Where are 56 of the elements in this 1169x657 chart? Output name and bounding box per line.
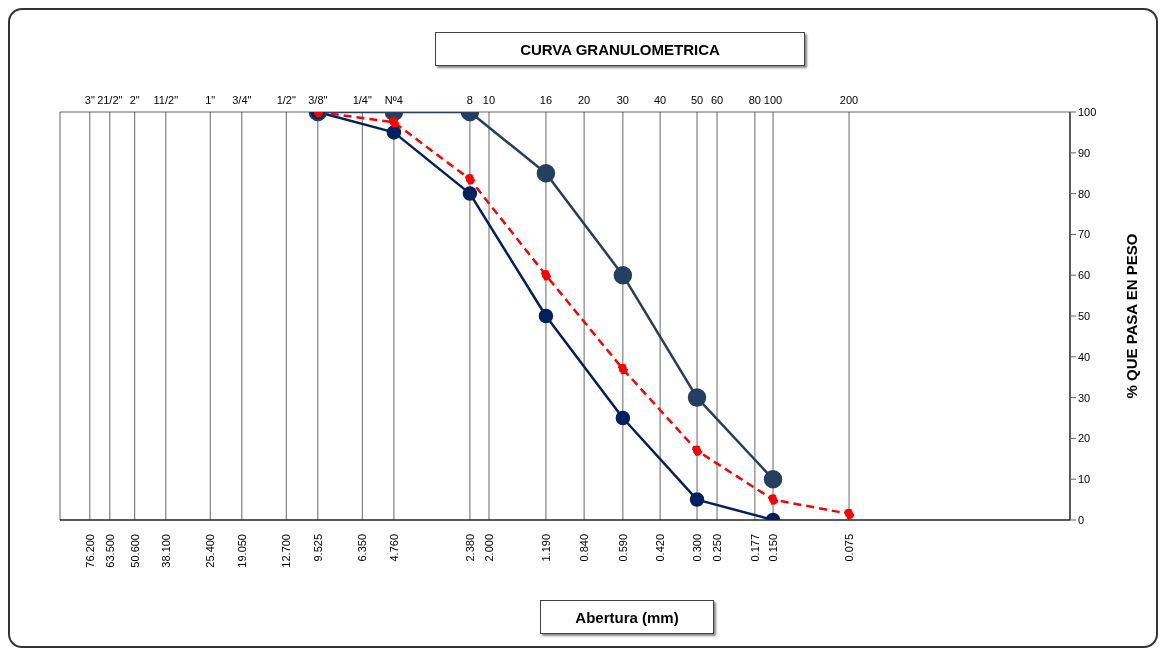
y-tick-label: 50	[1078, 309, 1091, 322]
text: 10	[482, 94, 496, 106]
text: 16	[539, 94, 553, 106]
y-tick-label: 30	[1078, 391, 1091, 404]
x-tick-label: 0.177	[748, 534, 761, 562]
x-tick-label: 0.420	[654, 534, 667, 562]
x-tick-label: 2.380	[463, 534, 476, 562]
text: 1/2"	[276, 94, 296, 106]
x-axis-title: Abertura (mm)	[540, 600, 714, 634]
y-tick-label: 60	[1078, 269, 1091, 282]
text: 2"	[129, 94, 140, 106]
y-tick-label: 20	[1078, 432, 1091, 445]
x-tick-label: 38.100	[159, 534, 172, 568]
x-tick-label: 76.200	[83, 534, 96, 568]
x-tick-label: 25.400	[204, 534, 217, 568]
text: 80	[748, 94, 762, 106]
y-tick-label: 80	[1078, 187, 1091, 200]
text: 40	[654, 94, 667, 106]
text: 3/8"	[308, 94, 328, 106]
text: 8	[466, 94, 473, 106]
x-tick-label: 19.050	[235, 534, 248, 568]
x-tick-label: 2.000	[482, 534, 495, 562]
x-tick-label: 0.250	[711, 534, 724, 562]
text: 20	[577, 94, 591, 106]
y-axis-title: % QUE PASA EN PESO	[1123, 233, 1141, 399]
x-tick-label: 63.500	[103, 534, 116, 568]
x-tick-label: 50.600	[128, 534, 141, 568]
x-tick-label: 1.190	[539, 534, 552, 562]
text: 100	[763, 94, 783, 106]
x-tick-label: 0.300	[691, 534, 704, 562]
text: 30	[616, 94, 629, 106]
text: 50	[690, 94, 704, 106]
text: 60	[710, 94, 724, 106]
y-tick-label: 90	[1078, 146, 1091, 159]
text: Nº4	[384, 94, 403, 106]
x-tick-label: 0.075	[843, 534, 856, 562]
text: 21/2"	[97, 94, 123, 106]
y-tick-label: 10	[1078, 473, 1091, 486]
x-tick-label: 4.760	[387, 534, 400, 562]
text: 3"	[84, 94, 95, 106]
text: 1/4"	[352, 94, 372, 106]
chart-title: CURVA GRANULOMETRICA	[435, 32, 805, 66]
y-tick-label: 0	[1078, 513, 1085, 526]
y-tick-label: 100	[1078, 105, 1097, 118]
x-tick-label: 9.525	[311, 534, 324, 562]
y-tick-label: 40	[1078, 350, 1091, 363]
y-tick-label: 70	[1078, 228, 1091, 241]
text: 200	[839, 94, 859, 106]
text: 11/2"	[153, 94, 179, 106]
x-tick-label: 0.840	[578, 534, 591, 562]
x-tick-label: 0.150	[767, 534, 780, 562]
text: 3/4"	[232, 94, 252, 106]
x-tick-label: 12.700	[280, 534, 293, 568]
x-tick-label: 6.350	[356, 534, 369, 562]
text: 1"	[205, 94, 216, 106]
x-tick-label: 0.590	[616, 534, 629, 562]
